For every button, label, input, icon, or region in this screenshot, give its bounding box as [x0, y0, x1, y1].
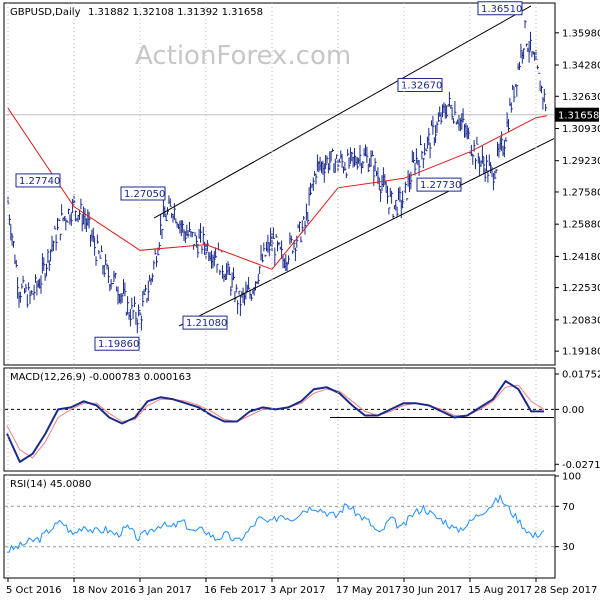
x-tick-label: 5 Oct 2016	[6, 585, 61, 596]
annotation-box	[94, 336, 140, 351]
rsi-y-axis: 100 70 30	[555, 472, 581, 553]
macd-line	[6, 380, 544, 463]
price-y-axis: 1.35980 1.34280 1.32630 1.30930 1.29230 1.275…	[555, 28, 600, 358]
annotation-box	[477, 1, 523, 16]
annotation-label: 1.19860	[98, 339, 139, 350]
annotation-box	[182, 315, 228, 330]
annotation-label: 1.27730	[420, 180, 461, 191]
rsi-panel: RSI(14) 45.0080 100 70 30	[3, 472, 581, 579]
macd-grid	[5, 408, 554, 418]
rsi-y-tick-label: 70	[562, 502, 575, 513]
price-y-tick-label: 1.32630	[562, 92, 600, 103]
rsi-panel-frame	[3, 474, 556, 579]
price-y-tick-label: 1.22530	[562, 283, 600, 294]
price-y-tick-label: 1.20830	[562, 315, 600, 326]
macd-y-tick-label: 0.017521	[562, 370, 600, 381]
channel-lower-line	[178, 138, 555, 327]
price-panel-frame	[3, 2, 556, 366]
rsi-y-tick-label: 100	[562, 472, 581, 483]
macd-series	[6, 380, 545, 463]
annotation-box	[397, 78, 443, 93]
annotation-box	[120, 186, 166, 201]
price-y-tick-label: 1.29230	[562, 156, 600, 167]
current-price-marker: 1.31658	[555, 107, 599, 122]
x-tick-label: 3 Apr 2017	[270, 585, 325, 596]
x-tick-label: 30 Jun 2017	[402, 585, 462, 596]
macd-y-tick-label: 0.00	[562, 405, 584, 416]
price-y-tick-label: 1.35980	[562, 28, 600, 39]
annotation-box	[15, 173, 61, 188]
x-axis: 5 Oct 2016 18 Nov 2016 3 Jan 2017 16 Feb 20…	[6, 3, 597, 596]
x-tick-label: 18 Nov 2016	[72, 585, 136, 596]
current-price-label: 1.31658	[558, 111, 599, 122]
price-y-tick-label: 1.25880	[562, 220, 600, 231]
annotation-label: 1.27050	[124, 189, 165, 200]
annotation-label: 1.36510	[481, 4, 522, 15]
annotation-label: 1.32670	[401, 81, 442, 92]
price-y-tick-label: 1.24180	[562, 252, 600, 263]
price-panel-symbol: GBPUSD,Daily	[10, 7, 81, 18]
annotation-label: 1.21080	[186, 318, 227, 329]
price-y-tick-label: 1.27580	[562, 187, 600, 198]
macd-panel-title: MACD(12,26,9) -0.000783 0.000163	[10, 372, 191, 383]
price-channel	[153, 5, 555, 327]
x-tick-label: 17 May 2017	[336, 585, 401, 596]
macd-panel: MACD(12,26,9) -0.000783 0.000163 0.01752…	[3, 367, 600, 472]
price-annotations: 1.36510 1.32670 1.27740 1.27050 1.27730 1.210…	[15, 1, 523, 351]
price-series	[7, 20, 548, 334]
price-y-tick-label: 1.19180	[562, 347, 600, 358]
annotation-box	[416, 177, 462, 192]
x-tick-label: 3 Jan 2017	[138, 585, 192, 596]
price-y-tick-label: 1.30930	[562, 124, 600, 135]
x-tick-label: 15 Aug 2017	[468, 585, 532, 596]
moving-average-line	[7, 107, 548, 270]
price-bars	[7, 20, 548, 334]
rsi-y-tick-label: 30	[562, 542, 575, 553]
macd-y-axis: 0.017521 0.00 -0.027169	[555, 370, 600, 471]
price-panel-ohlc: 1.31882 1.32108 1.31392 1.31658	[88, 7, 263, 18]
rsi-panel-title: RSI(14) 45.0080	[10, 479, 91, 490]
rsi-line	[6, 494, 545, 553]
x-tick-label: 28 Sep 2017	[534, 585, 597, 596]
rsi-grid	[5, 505, 554, 548]
x-tick-label: 16 Feb 2017	[204, 585, 266, 596]
price-y-tick-label: 1.34280	[562, 61, 600, 72]
current-price-box	[555, 107, 599, 122]
rsi-series	[6, 494, 545, 553]
annotation-label: 1.27740	[19, 176, 60, 187]
channel-upper-line	[153, 5, 532, 219]
price-panel: GBPUSD,Daily 1.31882 1.32108 1.31392 1.3…	[3, 1, 600, 366]
watermark: ActionForex.com	[135, 41, 351, 71]
macd-panel-frame	[3, 367, 556, 472]
macd-y-tick-label: -0.027169	[562, 460, 600, 471]
